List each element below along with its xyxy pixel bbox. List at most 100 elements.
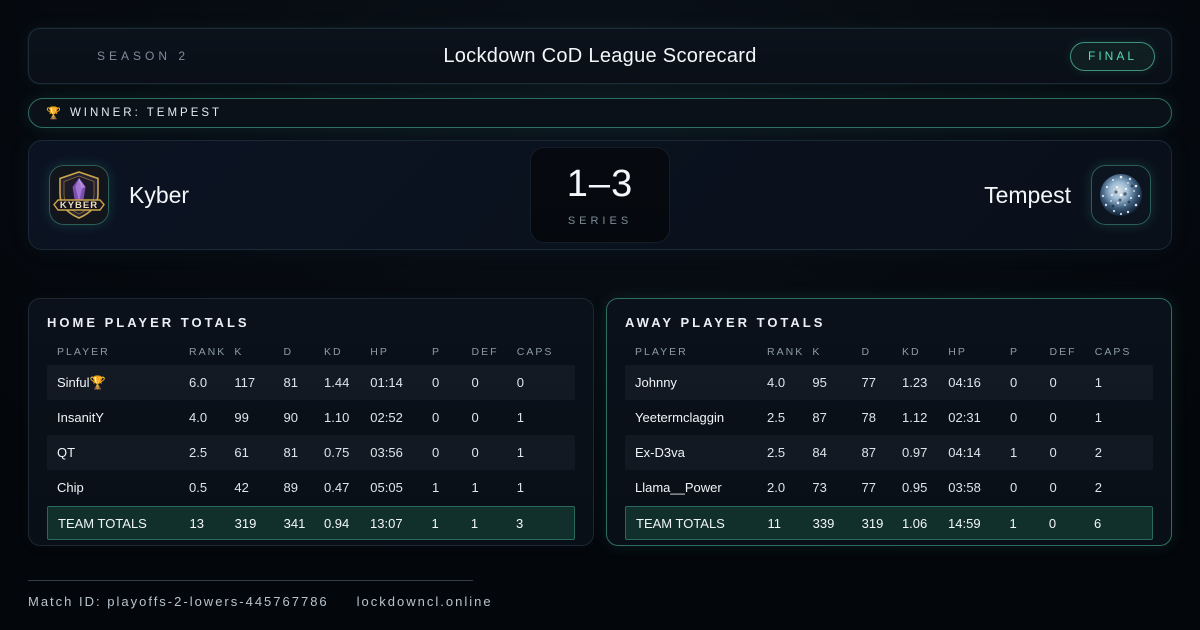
column-header: CAPS [516, 346, 554, 358]
totals-label: TEAM TOTALS [58, 515, 147, 531]
series-score-box: 1–3 SERIES [530, 147, 670, 243]
table-row: InsanitY 4.0 99 90 1.10 02:52 0 0 1 [47, 400, 575, 435]
player-name: Sinful🏆 [57, 374, 106, 390]
totals-stat: 1.06 [901, 515, 928, 531]
home-table-header-row: PLAYER RANK K D KD HP P DEF CAPS [47, 339, 575, 365]
totals-stat: 339 [812, 515, 835, 531]
totals-stat: 3 [515, 515, 524, 531]
away-table-header-row: PLAYER RANK K D KD HP P DEF CAPS [625, 339, 1153, 365]
stat-cell: 0.75 [324, 445, 350, 460]
stat-cell: 81 [283, 445, 298, 460]
away-team-totals-row: TEAM TOTALS 11 339 319 1.06 14:59 1 0 6 [625, 506, 1153, 540]
player-totals-section: HOME PLAYER TOTALS PLAYER RANK K D KD HP… [28, 298, 1172, 546]
column-header: K [234, 346, 244, 358]
stat-cell: 0 [1009, 375, 1018, 390]
home-team: KYBER Kyber [49, 165, 189, 225]
totals-stat: 0.94 [323, 515, 350, 531]
column-header: P [1009, 346, 1019, 358]
away-team-name: Tempest [984, 181, 1071, 208]
away-player-totals-card: AWAY PLAYER TOTALS PLAYER RANK K D KD HP… [606, 298, 1172, 546]
totals-stat: 13:07 [370, 515, 403, 531]
totals-stat: 11 [767, 515, 782, 531]
stat-cell: 05:05 [370, 480, 403, 495]
player-name: InsanitY [57, 410, 104, 425]
stat-cell: 01:14 [370, 375, 403, 390]
status-badge: FINAL [1069, 41, 1155, 71]
stat-cell: 77 [861, 480, 876, 495]
stat-cell: 1.44 [324, 375, 350, 390]
stat-cell: 0 [516, 375, 525, 390]
series-score: 1–3 [566, 163, 634, 205]
footer-divider [28, 580, 473, 581]
stat-cell: 1.23 [902, 375, 928, 390]
stat-cell: 0 [1049, 445, 1057, 460]
column-header: K [812, 346, 822, 358]
stat-cell: 87 [861, 445, 876, 460]
stat-cell: 0 [1009, 480, 1018, 495]
away-team: Tempest [984, 165, 1151, 225]
stat-cell: 84 [812, 445, 827, 460]
column-header: HP [948, 346, 967, 358]
stat-cell: 0 [1009, 410, 1018, 425]
stat-cell: 0 [471, 375, 479, 390]
stat-cell: 4.0 [767, 375, 786, 390]
totals-stat: 14:59 [948, 515, 981, 531]
totals-stat: 341 [283, 515, 306, 531]
column-header: PLAYER [635, 346, 688, 358]
stat-cell: 4.0 [189, 410, 208, 425]
stat-cell: 2.5 [767, 410, 786, 425]
table-row: Ex-D3va 2.5 84 87 0.97 04:14 1 0 2 [625, 435, 1153, 470]
stat-cell: 0 [1049, 480, 1057, 495]
stat-cell: 1 [1094, 410, 1103, 425]
player-name: QT [57, 445, 76, 460]
column-header: KD [902, 346, 921, 358]
column-header: D [283, 346, 294, 358]
stat-cell: 0 [471, 410, 479, 425]
column-header: DEF [1049, 346, 1077, 358]
winner-banner: 🏆 WINNER: TEMPEST [28, 98, 1172, 128]
column-header: CAPS [1094, 346, 1132, 358]
stat-cell: 0 [471, 445, 479, 460]
stat-cell: 2 [1094, 480, 1103, 495]
stat-cell: 2.0 [767, 480, 786, 495]
header-bar: SEASON 2 Lockdown CoD League Scorecard F… [28, 28, 1172, 84]
trophy-icon: 🏆 [46, 106, 61, 120]
stat-cell: 0.97 [902, 445, 928, 460]
column-header: KD [324, 346, 343, 358]
stat-cell: 77 [861, 375, 876, 390]
stat-cell: 0 [1049, 410, 1057, 425]
stat-cell: 03:58 [948, 480, 981, 495]
stat-cell: 6.0 [189, 375, 208, 390]
stat-cell: 87 [812, 410, 827, 425]
player-name: Ex-D3va [635, 445, 685, 460]
stat-cell: 1 [516, 480, 525, 495]
stat-cell: 2.5 [189, 445, 208, 460]
player-name: Llama__Power [635, 480, 722, 495]
stat-cell: 0.95 [902, 480, 928, 495]
stat-cell: 1 [1094, 375, 1103, 390]
stat-cell: 61 [234, 445, 249, 460]
table-row: Yeetermclaggin 2.5 87 78 1.12 02:31 0 0 1 [625, 400, 1153, 435]
table-row: Chip 0.5 42 89 0.47 05:05 1 1 1 [47, 470, 575, 505]
totals-stat: 1 [1009, 515, 1017, 531]
tempest-logo [1091, 165, 1151, 225]
series-label: SERIES [567, 215, 633, 227]
stat-cell: 02:52 [370, 410, 403, 425]
stat-cell: 78 [861, 410, 876, 425]
table-row: Sinful🏆 6.0 117 81 1.44 01:14 0 0 0 [47, 365, 575, 400]
table-row: Johnny 4.0 95 77 1.23 04:16 0 0 1 [625, 365, 1153, 400]
stat-cell: 99 [234, 410, 249, 425]
column-header: PLAYER [57, 346, 110, 358]
column-header: D [861, 346, 872, 358]
stat-cell: 2.5 [767, 445, 786, 460]
stat-cell: 2 [1094, 445, 1103, 460]
player-name: Yeetermclaggin [635, 410, 725, 425]
totals-stat: 319 [861, 515, 884, 531]
totals-stat: 0 [1048, 515, 1057, 531]
player-name: Chip [57, 480, 84, 495]
stat-cell: 03:56 [370, 445, 403, 460]
totals-stat: 1 [431, 515, 439, 531]
footer: Match ID: playoffs-2-lowers-445767786 lo… [28, 580, 1172, 609]
player-name: Johnny [635, 375, 677, 390]
